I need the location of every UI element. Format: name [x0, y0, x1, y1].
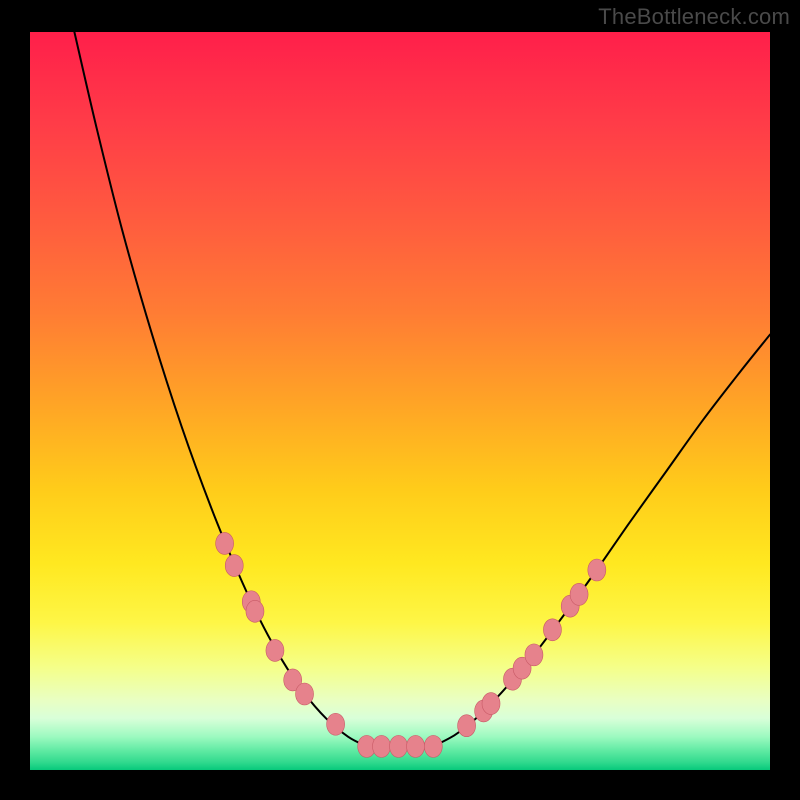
curve-marker — [327, 713, 345, 735]
curve-layer — [30, 32, 770, 770]
watermark-text: TheBottleneck.com — [598, 4, 790, 30]
curve-marker — [570, 583, 588, 605]
curve-marker — [588, 559, 606, 581]
curve-markers — [216, 532, 606, 757]
curve-marker — [390, 735, 408, 757]
curve-marker — [216, 532, 234, 554]
curve-marker — [296, 683, 314, 705]
curve-marker — [225, 555, 243, 577]
bottleneck-curve — [74, 32, 770, 746]
curve-marker — [482, 693, 500, 715]
curve-marker — [525, 644, 543, 666]
curve-marker — [424, 735, 442, 757]
curve-marker — [458, 715, 476, 737]
plot-area — [30, 32, 770, 770]
curve-marker — [246, 600, 264, 622]
curve-marker — [266, 639, 284, 661]
curve-marker — [407, 735, 425, 757]
curve-marker — [543, 619, 561, 641]
curve-marker — [373, 735, 391, 757]
